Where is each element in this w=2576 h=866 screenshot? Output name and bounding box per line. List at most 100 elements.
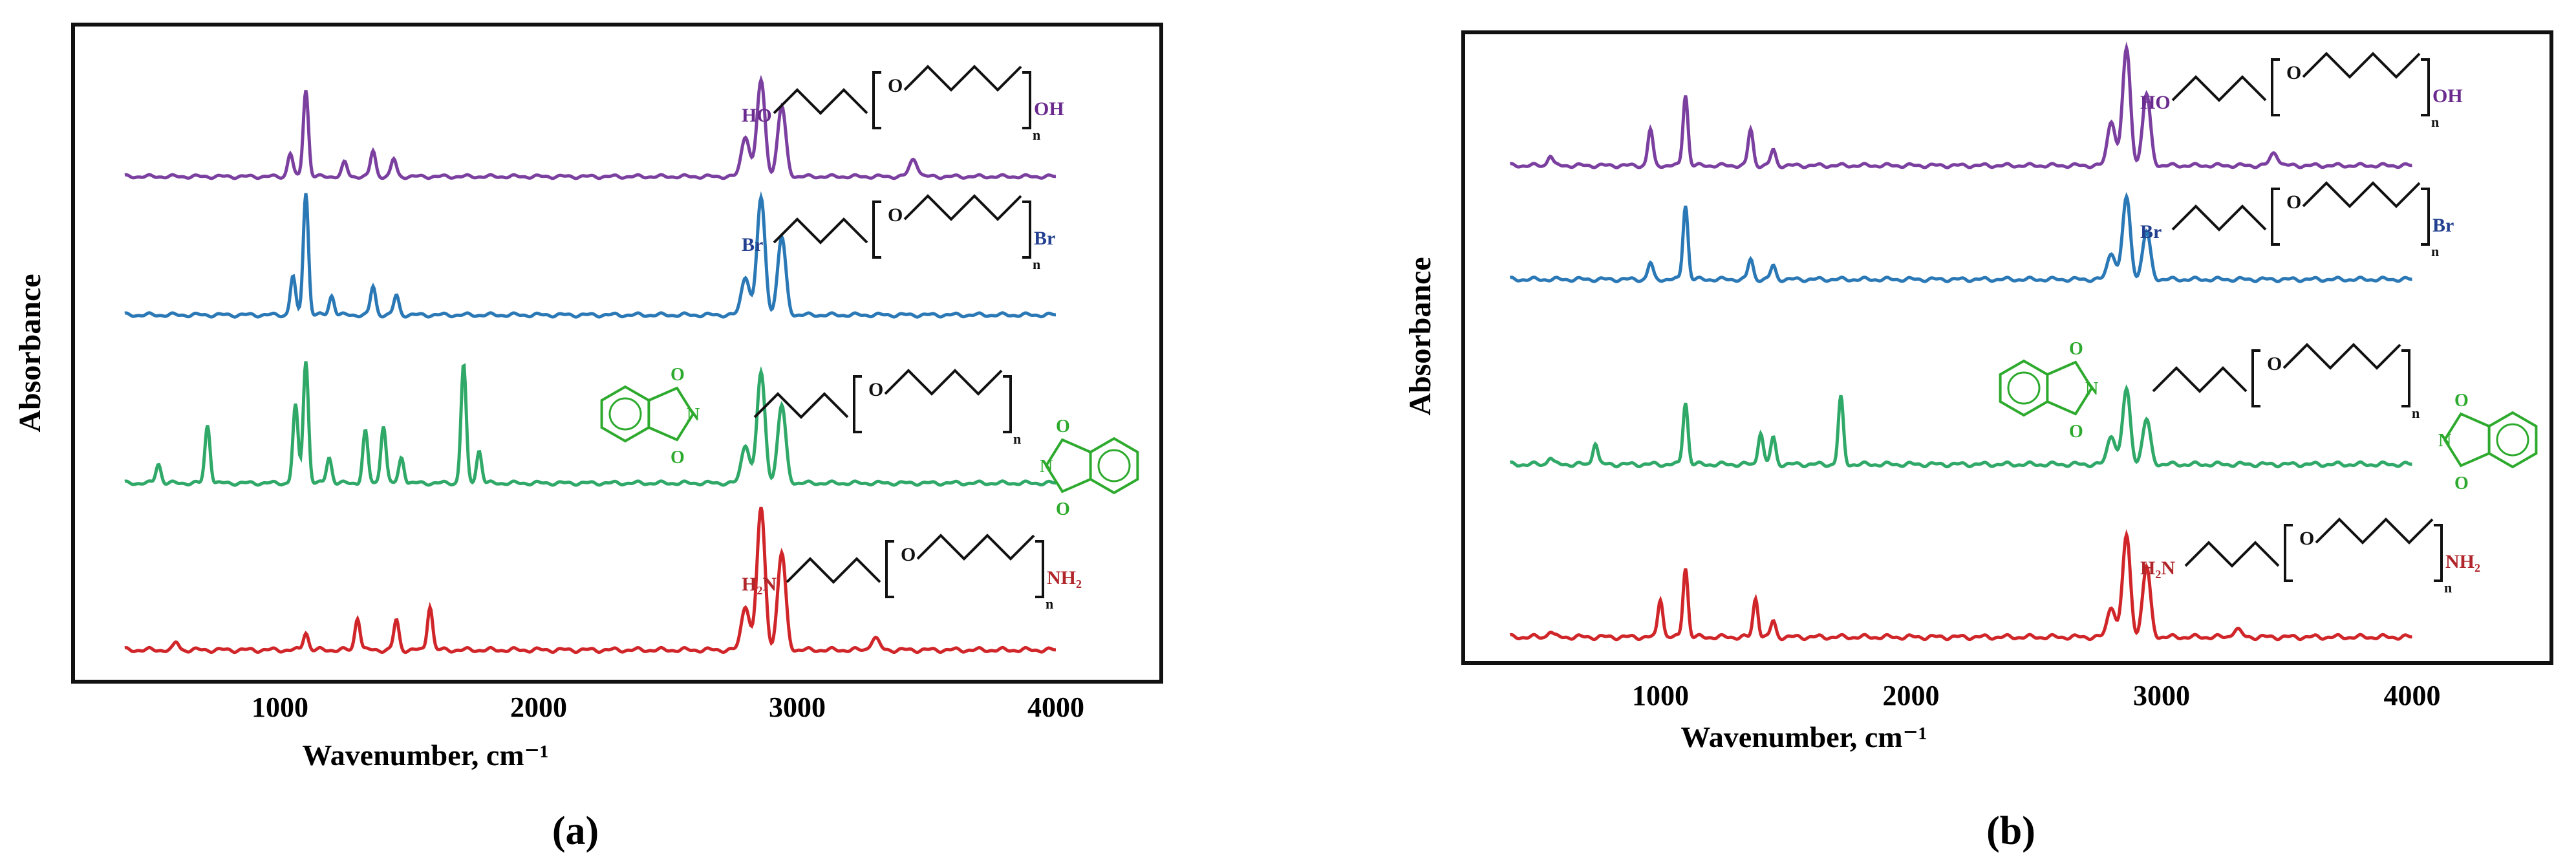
spectra-a <box>124 74 1057 655</box>
imide-ring <box>2046 360 2094 416</box>
structure-2: Br On Br <box>2140 181 2454 259</box>
bracket-close <box>2421 188 2430 246</box>
repeat-subscript: n <box>1013 431 1021 447</box>
structure-bond <box>753 392 849 419</box>
structure-4: H₂N On NH₂ <box>742 534 1082 612</box>
repeat-subscript: n <box>2431 243 2439 259</box>
xlabel-a: Wavenumber, cm⁻¹ <box>302 739 548 772</box>
xlabel-b: Wavenumber, cm⁻¹ <box>1680 720 1927 753</box>
ylabel-b: Absorbance <box>1403 257 1437 415</box>
carbonyl-oxygen: O <box>1056 499 1070 519</box>
imide-nitrogen: N <box>2438 431 2451 451</box>
bracket-open <box>885 540 894 598</box>
imide-nitrogen: N <box>2085 379 2098 399</box>
carbonyl-oxygen: O <box>2069 422 2083 442</box>
structure-oxygen: O <box>901 544 916 565</box>
structure-bond <box>2315 517 2434 545</box>
carbonyl-oxygen: O <box>671 448 685 468</box>
structure-bond <box>2171 75 2267 102</box>
structure-bond <box>2152 366 2248 393</box>
structure-oxygen: O <box>868 379 883 400</box>
structure-bond <box>2171 204 2267 232</box>
structure-oxygen: O <box>2267 353 2282 374</box>
structure-left-group: Br <box>2140 221 2162 243</box>
structure-1: HO On OH <box>2140 52 2463 130</box>
structure-2: Br On Br <box>742 194 1055 272</box>
imide-ring <box>648 386 695 442</box>
structure-left-group: H₂N <box>742 574 777 595</box>
x-tick-label: 1000 <box>1632 680 1689 711</box>
spectrum-line <box>1509 191 2412 283</box>
panel-b: Absorbance Wavenumber, cm⁻¹ 1000 2000 3000… <box>1403 30 2553 853</box>
structure-left-group: Br <box>742 234 763 255</box>
bracket-close <box>1003 375 1012 433</box>
benzene-ring <box>1089 437 1139 495</box>
spectrum-line <box>124 361 1057 487</box>
structure-right-group: Br <box>2432 215 2454 236</box>
structure-oxygen: O <box>2286 191 2301 213</box>
x-tick-label: 2000 <box>510 691 567 723</box>
spectrum-line <box>124 506 1057 655</box>
carbonyl-oxygen: O <box>2454 473 2469 493</box>
bracket-close <box>1022 71 1031 129</box>
spectrum-line <box>124 74 1057 180</box>
x-tick-label: 2000 <box>1883 680 1940 711</box>
carbonyl-oxygen: O <box>1056 417 1070 437</box>
xticks-a: 1000 2000 3000 4000 <box>252 691 1084 723</box>
structure-bond <box>2184 541 2280 568</box>
structure-4: H₂N On NH₂ <box>2140 517 2480 596</box>
structure-bond <box>773 88 868 115</box>
structure-right-group: NH₂ <box>2445 551 2480 572</box>
repeat-subscript: n <box>2431 114 2439 130</box>
bracket-open <box>2271 58 2280 116</box>
imide-nitrogen: N <box>687 405 700 425</box>
aromatic-circle <box>2496 423 2529 457</box>
repeat-subscript: n <box>2412 405 2420 421</box>
structure-bond <box>773 217 868 244</box>
structure-left-group: HO <box>2140 92 2171 113</box>
structure-bond <box>2282 343 2401 370</box>
plot-frame-b <box>1461 30 2553 665</box>
carbonyl-oxygen: O <box>2069 339 2083 359</box>
benzene-ring <box>2487 411 2538 469</box>
plot-frame-a <box>71 23 1163 684</box>
benzene-ring <box>1999 359 2049 417</box>
structure-bond <box>903 194 1022 221</box>
x-tick-label: 3000 <box>2133 680 2190 711</box>
structure-oxygen: O <box>2299 528 2314 549</box>
aromatic-circle <box>2007 371 2041 405</box>
structure-right-group: OH <box>2432 85 2463 107</box>
structure-oxygen: O <box>888 204 903 226</box>
aromatic-circle <box>1097 449 1131 482</box>
x-tick-label: 4000 <box>2384 680 2441 711</box>
bracket-open <box>2251 349 2260 407</box>
bracket-close <box>1022 200 1031 259</box>
bracket-open <box>2271 188 2280 246</box>
structure-bond <box>916 534 1035 561</box>
repeat-subscript: n <box>1033 256 1040 272</box>
x-tick-label: 4000 <box>1027 691 1084 723</box>
bracket-close <box>2434 524 2443 582</box>
structure-right-group: Br <box>1034 228 1055 249</box>
bracket-open <box>853 375 862 433</box>
spectrum-line <box>1509 384 2412 469</box>
bracket-close <box>2421 58 2430 116</box>
benzene-ring <box>600 385 650 443</box>
structure-oxygen: O <box>888 75 903 96</box>
imide-ring <box>2443 412 2490 468</box>
structure-bond <box>786 557 881 584</box>
spectrum-line <box>124 191 1057 319</box>
bracket-close <box>1035 540 1044 598</box>
imide-ring <box>1044 438 1091 493</box>
xticks-b: 1000 2000 3000 4000 <box>1632 680 2441 711</box>
carbonyl-oxygen: O <box>671 365 685 385</box>
structure-bond <box>2302 181 2421 208</box>
structure-left-group: HO <box>742 105 772 126</box>
structure-bond <box>903 65 1022 92</box>
panel-label-a: (a) <box>552 809 599 853</box>
aromatic-circle <box>608 397 642 431</box>
spectrum-line <box>1509 529 2412 642</box>
